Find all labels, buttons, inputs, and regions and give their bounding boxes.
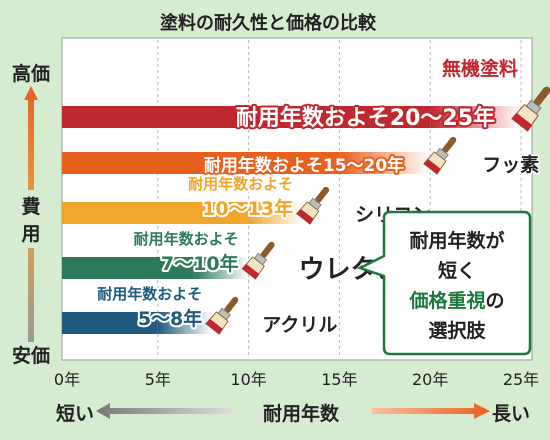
bar-range-label: 7～10年	[161, 252, 239, 275]
bar-range	[339, 152, 431, 174]
x-tick-labels: 0年 5年 10年 15年 20年 25年	[54, 370, 539, 389]
paintbrush-icon	[241, 241, 275, 280]
y-axis-top-label: 高価	[12, 62, 50, 85]
bar-range-label: 耐用年数およそ15～20年	[204, 155, 404, 176]
bar-name-label: アクリル	[262, 314, 337, 336]
bar-group: 耐用年数およそ15～20年 フッ素	[62, 136, 541, 178]
x-tick-label: 5年	[145, 370, 171, 389]
x-tick-label: 25年	[503, 370, 539, 389]
annotation-bubble	[356, 210, 532, 356]
y-axis-label-2: 用	[21, 223, 40, 245]
annotation-line-4: 選択肢	[428, 319, 486, 342]
bar-range-label-top: 耐用年数およそ	[134, 230, 239, 248]
x-axis-label: 耐用年数	[263, 402, 340, 425]
bar-range	[430, 106, 521, 128]
bar-name-label: 無機塗料	[442, 57, 518, 80]
x-axis-left-arrow	[96, 403, 232, 419]
x-tick-label: 10年	[230, 370, 266, 389]
y-axis-label-bg	[20, 190, 42, 248]
annotation-line-2: 短く	[438, 259, 476, 282]
bar-name-label: フッ素	[482, 153, 539, 176]
x-tick-label: 0年	[54, 370, 80, 389]
x-axis-right-arrow	[372, 403, 490, 419]
chart-title: 塗料の耐久性と価格の比較	[160, 12, 377, 34]
bar-base	[62, 257, 195, 279]
x-tick-label: 20年	[412, 370, 448, 389]
paintbrush-icon	[511, 86, 550, 132]
annotation-callout: 耐用年数が 短く 価格重視の 選択肢	[356, 210, 532, 356]
paintbrush-icon	[205, 296, 239, 335]
bar-base	[62, 202, 249, 224]
bar-group: 耐用年数およそ 5～8年 アクリル	[62, 283, 339, 338]
bar-base	[62, 152, 340, 174]
x-tick-label: 15年	[321, 370, 357, 389]
paintbrush-icon	[423, 136, 457, 175]
bar-range-label: 5～8年	[138, 307, 202, 330]
bar-base	[62, 106, 431, 128]
annotation-line-1: 耐用年数が	[409, 229, 504, 252]
bar-range	[157, 312, 213, 334]
bar-range-label: 10～13年	[202, 197, 293, 220]
y-axis-bottom-label: 安価	[12, 344, 50, 367]
bar-range-label-top: 耐用年数およそ	[97, 285, 202, 303]
bar-range-label-top: 耐用年数およそ	[188, 175, 293, 193]
y-axis-label-1: 費	[21, 195, 40, 218]
bar-group: 耐用年数およそ20～25年 無機塗料	[62, 56, 550, 133]
x-axis-right-label: 長い	[492, 403, 530, 425]
x-axis-left-label: 短い	[56, 402, 94, 425]
paintbrush-icon	[296, 186, 330, 225]
bar-range-label: 耐用年数およそ20～25年	[236, 105, 495, 131]
bar-base	[62, 312, 158, 334]
annotation-line-3: 価格重視の	[408, 289, 504, 312]
bar-range	[248, 202, 304, 224]
bar-range	[194, 257, 249, 279]
